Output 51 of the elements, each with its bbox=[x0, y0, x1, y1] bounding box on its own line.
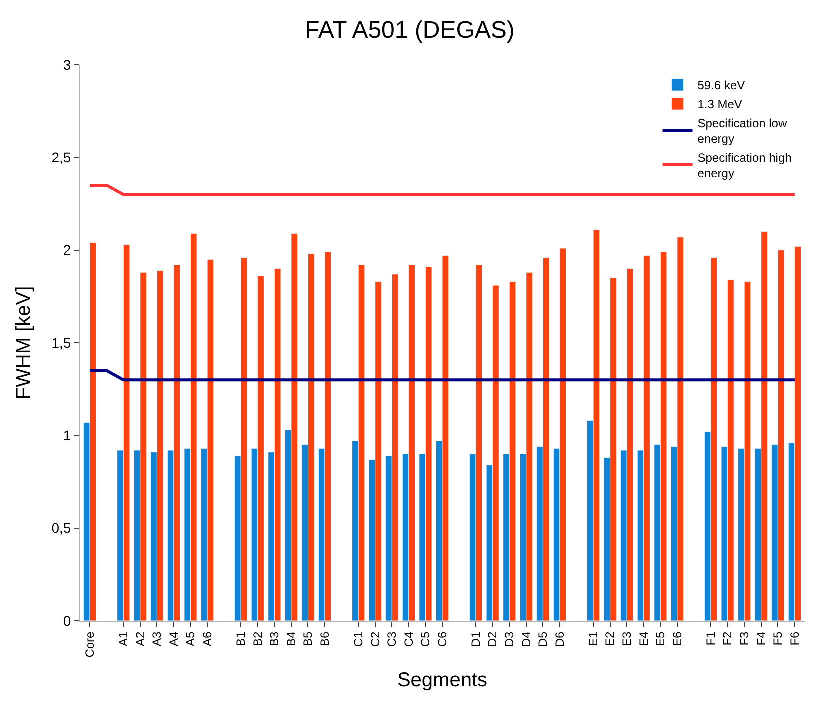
x-tick-label: D6 bbox=[552, 631, 567, 648]
x-tick-label: F5 bbox=[771, 631, 786, 646]
x-tick-label: F4 bbox=[754, 631, 768, 646]
x-tick-label: C6 bbox=[435, 631, 450, 648]
x-tick-label: F2 bbox=[720, 631, 735, 646]
x-tick-label: D1 bbox=[468, 631, 483, 648]
x-tick-label: Core bbox=[82, 631, 97, 658]
legend-label: 59.6 keV bbox=[698, 78, 746, 93]
x-tick-label: D4 bbox=[519, 631, 534, 648]
x-tick-label: A1 bbox=[116, 631, 131, 646]
x-tick-label: B4 bbox=[284, 631, 298, 646]
y-tick-label: 0 bbox=[63, 612, 72, 629]
x-tick-label: A6 bbox=[200, 631, 214, 646]
x-tick-label: E2 bbox=[603, 631, 618, 646]
x-tick-label: A4 bbox=[166, 631, 181, 646]
chart-title: FAT A501 (DEGAS) bbox=[305, 17, 515, 44]
x-tick-label: D5 bbox=[536, 631, 550, 648]
legend-label: Specification high energy bbox=[698, 150, 792, 180]
x-tick-label: A2 bbox=[133, 631, 148, 646]
x-axis-title: Segments bbox=[397, 669, 488, 692]
y-tick-label: 1 bbox=[63, 428, 72, 444]
y-tick-label: 3 bbox=[63, 56, 72, 73]
x-tick-label: D3 bbox=[502, 631, 517, 648]
x-tick-label: B1 bbox=[234, 631, 248, 646]
x-tick-label: B3 bbox=[268, 631, 282, 646]
legend-label: 1.3 MeV bbox=[698, 98, 742, 112]
y-tick-label: 0,5 bbox=[52, 520, 72, 536]
y-tick-label: 2 bbox=[63, 242, 72, 258]
x-tick-label: B2 bbox=[250, 631, 265, 646]
x-tick-label: C3 bbox=[385, 631, 400, 648]
x-tick-label: A5 bbox=[184, 631, 198, 646]
x-tick-label: F6 bbox=[788, 631, 802, 646]
legend-label: Specification low energy bbox=[698, 116, 788, 146]
x-tick-label: B6 bbox=[318, 631, 332, 646]
x-tick-label: C1 bbox=[351, 631, 366, 648]
y-tick-label: 1,5 bbox=[52, 334, 72, 351]
x-tick-label: E1 bbox=[586, 631, 600, 646]
x-tick-label: E4 bbox=[636, 631, 651, 646]
x-tick-label: C5 bbox=[418, 631, 433, 648]
x-tick-label: E6 bbox=[670, 631, 684, 646]
x-tick-label: C4 bbox=[402, 631, 416, 648]
y-axis-title: FWHM [keV] bbox=[13, 286, 36, 400]
x-tick-label: E5 bbox=[654, 631, 668, 646]
x-tick-label: C2 bbox=[368, 631, 382, 648]
x-tick-label: B5 bbox=[301, 631, 316, 646]
x-tick-label: A3 bbox=[150, 631, 164, 646]
x-tick-label: F3 bbox=[737, 631, 752, 646]
x-tick-label: F1 bbox=[704, 631, 718, 646]
y-tick-label: 2,5 bbox=[52, 150, 72, 166]
x-tick-label: D2 bbox=[486, 631, 500, 648]
x-tick-label: E3 bbox=[620, 631, 634, 646]
